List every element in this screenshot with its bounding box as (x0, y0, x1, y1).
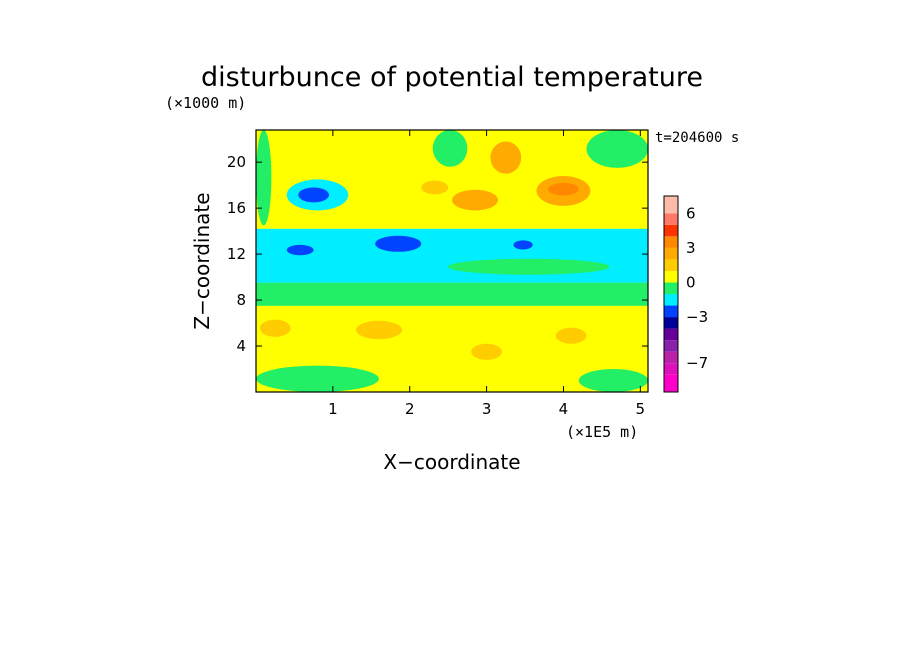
contour-region (256, 282, 648, 306)
x-tick-label: 4 (559, 400, 569, 418)
contour-region (448, 258, 610, 275)
colorbar-tick-label: 0 (686, 273, 696, 291)
y-tick-label: 12 (227, 245, 246, 263)
colorbar-tick-label: 6 (686, 204, 696, 222)
contour-region (421, 180, 449, 195)
colorbar-swatch (664, 236, 678, 248)
contour-region (375, 235, 422, 252)
colorbar-swatch (664, 328, 678, 341)
colorbar-swatch (664, 282, 678, 294)
colorbar-swatch (664, 270, 678, 283)
colorbar-tick-label: 3 (686, 239, 696, 257)
y-tick-label: 4 (236, 337, 246, 355)
y-axis-ticks: 4 8 12 16 20 (227, 153, 648, 355)
plot-area (256, 130, 648, 392)
contour-region (432, 130, 468, 167)
colorbar-swatch (664, 317, 678, 329)
colorbar-swatch (664, 363, 678, 375)
colorbar-swatch (664, 351, 678, 364)
colorbar-swatch (664, 247, 678, 260)
plot-frame (255, 129, 649, 393)
y-tick-label: 16 (227, 199, 246, 217)
y-axis-label: Z−coordinate (190, 192, 214, 329)
y-unit-label: (×1000 m) (165, 94, 246, 112)
x-tick-label: 2 (405, 400, 415, 418)
y-tick-label: 8 (236, 291, 246, 309)
x-axis-label: X−coordinate (383, 450, 520, 474)
contour-region (513, 240, 533, 250)
x-axis-ticks: 1 2 3 4 5 (328, 130, 645, 418)
colorbar-swatch (664, 196, 678, 214)
colorbar (663, 195, 679, 393)
contour-region (548, 182, 579, 196)
contour-region (298, 187, 330, 203)
contour-region (256, 228, 648, 283)
contour-region (355, 320, 403, 340)
time-label: t=204600 s (655, 130, 739, 146)
colorbar-swatch (664, 340, 678, 352)
colorbar-swatch (664, 259, 678, 271)
contour-region (256, 130, 272, 226)
y-tick-label: 20 (227, 153, 246, 171)
colorbar-swatch (664, 294, 678, 306)
chart-title: disturbunce of potential temperature (201, 62, 703, 93)
contour-region (578, 369, 648, 392)
x-unit-label: (×1E5 m) (566, 423, 638, 441)
colorbar-frame (663, 195, 679, 393)
contour-region (586, 130, 648, 168)
contour-region (259, 319, 291, 337)
colorbar-tick-label: −3 (686, 308, 708, 326)
contour-region (286, 244, 314, 256)
colorbar-swatch (664, 213, 678, 225)
contour-region (256, 365, 379, 392)
colorbar-ticks: 6 3 0 −3 −7 (686, 204, 708, 372)
contour-region (490, 141, 522, 174)
colorbar-swatch (664, 374, 678, 392)
colorbar-swatch (664, 305, 678, 318)
x-tick-label: 3 (482, 400, 492, 418)
x-tick-label: 5 (636, 400, 646, 418)
contour-region (555, 327, 587, 344)
colorbar-swatch (664, 224, 678, 237)
x-tick-label: 1 (328, 400, 338, 418)
colorbar-tick-label: −7 (686, 354, 708, 372)
contour-region (452, 189, 499, 211)
contour-region (471, 343, 502, 360)
